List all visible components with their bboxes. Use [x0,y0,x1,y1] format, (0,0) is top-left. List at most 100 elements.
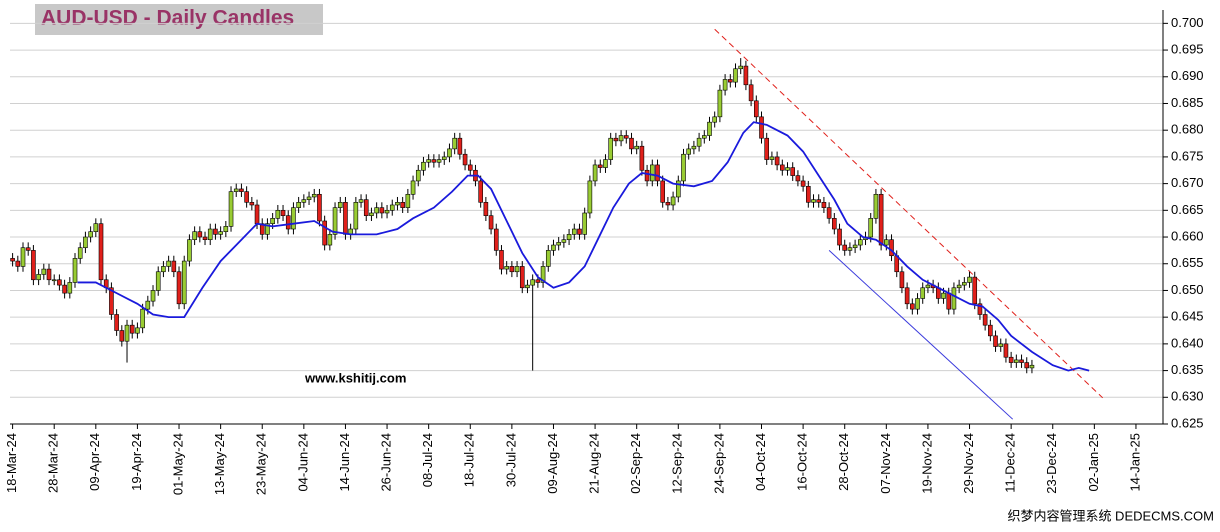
candle [161,261,166,278]
candle-body [254,204,260,224]
candle-body [561,239,567,243]
candle-body [478,180,483,203]
candle [363,194,369,222]
candle [587,175,593,219]
candle-body [270,218,275,224]
x-tick-label: 01-May-24 [170,433,185,495]
candle-body [1024,362,1030,369]
x-tick-label: 18-Mar-24 [4,433,19,493]
candle [525,279,530,294]
y-tick-label: 0.645 [1171,309,1204,324]
candle-body [426,159,431,163]
candle-body [67,282,73,294]
candle-body [176,271,182,305]
candle [748,79,754,107]
candle-body [119,330,125,342]
candle [623,130,629,144]
candle-body [197,231,203,238]
candle-body [88,231,93,238]
x-tick-label: 19-Apr-24 [129,433,144,491]
candle-body [15,260,21,267]
candle [166,255,171,272]
candle-body [363,199,369,216]
candle-body [712,116,717,123]
candle-body [389,204,395,211]
candle-body [1014,359,1019,363]
candle [181,255,187,310]
candle-body [967,276,972,283]
candle [790,162,796,181]
candle [20,242,26,272]
candle [681,148,686,187]
candle [738,58,744,75]
y-tick-label: 0.625 [1171,415,1204,430]
candle [192,226,197,246]
candle [837,223,842,251]
candle-body [800,180,806,187]
candle [223,221,229,238]
candle [114,309,119,336]
candle-body [171,260,177,273]
candle [800,175,806,192]
candle [384,204,390,219]
y-tick-label: 0.650 [1171,282,1204,297]
candle-body [826,207,832,219]
candle [353,196,359,235]
candle [1014,354,1019,368]
y-tick-label: 0.695 [1171,42,1204,57]
y-tick-label: 0.700 [1171,15,1204,30]
x-tick-label: 11-Dec-24 [1003,433,1018,493]
candle [582,207,587,240]
candle-body [530,279,535,286]
candle [197,226,203,243]
candle-body [941,292,946,299]
candle [119,325,125,347]
candle-body [884,239,889,246]
x-tick-label: 19-Nov-24 [919,433,934,494]
candle [816,194,822,208]
x-tick-label: 21-Aug-24 [587,433,602,494]
candle-body [899,271,905,289]
y-tick-label: 0.685 [1171,95,1204,110]
candle-body [629,137,634,150]
x-tick-label: 07-Nov-24 [878,433,893,494]
candle [644,164,650,187]
candle-body [790,167,796,176]
y-tick-label: 0.670 [1171,175,1204,190]
candle [36,269,41,286]
candle [847,242,853,256]
candle-body [447,148,452,158]
candle [675,175,681,203]
candle [826,202,832,224]
candle-body [51,279,57,282]
candle [332,202,338,240]
candle [852,239,858,254]
x-tick-label: 12-Sep-24 [670,433,685,494]
candle [72,253,78,288]
candle [249,196,255,211]
candle-body [233,188,239,192]
candle-body [98,223,104,281]
candle-body [384,210,390,214]
candle-body [832,218,837,230]
candle-body [858,239,863,246]
candle [1024,357,1030,374]
candle [129,319,135,339]
candle-body [920,287,926,299]
candle [920,282,926,304]
candle-body [956,284,962,289]
candle-body [207,228,213,241]
candle [51,274,57,286]
candle-body [608,137,613,160]
candle-body [228,191,234,227]
candle-body [571,228,577,235]
candle [878,188,884,251]
candle-body [129,324,135,334]
candle-body [488,215,494,230]
candle-body [93,223,99,232]
candle [712,111,717,128]
candle [421,156,426,176]
candle [150,285,156,307]
candle [639,140,645,176]
candle [436,154,442,168]
